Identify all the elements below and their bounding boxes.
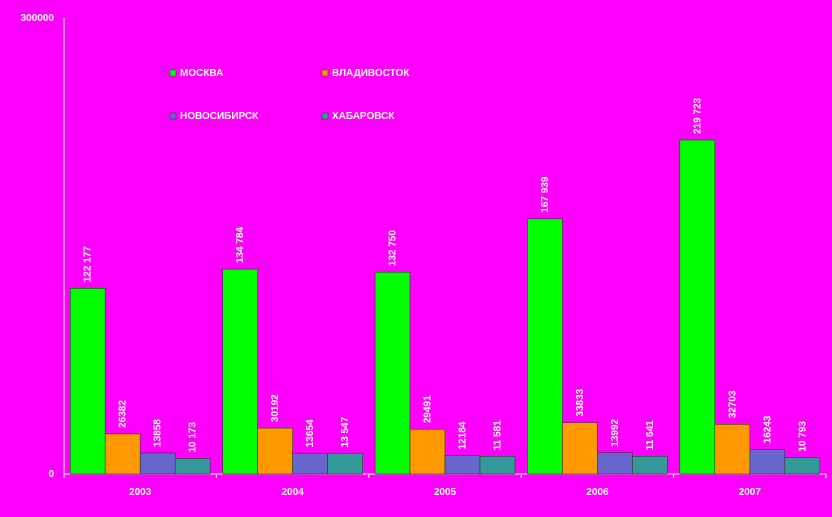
data-label-2006-series-3: 13992	[610, 418, 621, 446]
bar-2007-series-2	[714, 423, 751, 475]
legend-swatch-1	[169, 69, 177, 77]
y-tick-label-top: 300000	[21, 13, 55, 24]
data-label-2006-series-1: 167 939	[540, 176, 551, 213]
bar-2007-series-1	[679, 139, 716, 475]
bar-2003-series-3	[139, 452, 176, 475]
x-tick-label-2006: 2006	[586, 487, 609, 498]
data-label-2006-series-2: 33833	[575, 388, 586, 416]
data-label-2004-series-1: 134 784	[235, 227, 246, 264]
category-labels-group: 2003 2004 2005 2006 2007	[63, 474, 827, 498]
data-label-2007-series-4: 10 793	[797, 421, 808, 452]
legend-label-4: ХАБАРОВСК	[332, 111, 395, 122]
bar-2005-series-2	[409, 428, 446, 475]
data-label-2007-series-3: 16243	[762, 415, 773, 443]
data-label-2004-series-2: 30192	[270, 394, 281, 422]
x-tick-label-2007: 2007	[739, 487, 762, 498]
x-tick-label-2003: 2003	[129, 487, 152, 498]
data-labels-group: 122 177 26382 13858 10 173 134 784 30192 13654…	[83, 97, 809, 452]
legend-swatch-2	[321, 69, 329, 77]
data-label-2005-series-4: 11 581	[493, 420, 504, 450]
bar-2007-series-3	[749, 449, 786, 475]
bar-2006-series-2	[562, 422, 598, 475]
x-tick-label-2005: 2005	[434, 487, 457, 498]
bar-2004-series-2	[257, 427, 293, 475]
bar-2004-series-4	[327, 453, 363, 475]
data-label-2003-series-2: 26382	[118, 400, 129, 428]
legend: МОСКВА ВЛАДИВОСТОК НОВОСИБИРСК ХАБАРОВСК	[169, 68, 410, 122]
bar-2007-series-4	[784, 457, 821, 475]
legend-swatch-4	[321, 112, 329, 120]
bar-2003-series-2	[104, 433, 141, 475]
bars-group	[69, 139, 821, 475]
bar-2003-series-1	[69, 287, 106, 475]
data-label-2004-series-3: 13654	[305, 419, 316, 447]
data-label-2004-series-4: 13 547	[340, 416, 351, 447]
data-label-2003-series-1: 122 177	[83, 246, 94, 283]
y-tick-label-zero: 0	[48, 469, 54, 480]
bar-2006-series-4	[632, 456, 668, 475]
legend-label-2: ВЛАДИВОСТОК	[332, 68, 410, 79]
legend-swatch-3	[169, 112, 177, 120]
data-label-2007-series-1: 219 723	[692, 97, 703, 134]
bar-2006-series-3	[597, 452, 633, 475]
bar-2004-series-3	[292, 452, 328, 475]
data-label-2007-series-2: 32703	[727, 390, 738, 418]
legend-label-3: НОВОСИБИРСК	[180, 111, 259, 122]
bar-2003-series-4	[174, 458, 211, 475]
x-tick-label-2004: 2004	[281, 487, 304, 498]
bar-2005-series-4	[479, 456, 516, 475]
bar-2005-series-1	[374, 271, 411, 475]
bar-2006-series-1	[527, 218, 563, 475]
data-label-2003-series-3: 13858	[153, 419, 164, 447]
bar-2004-series-1	[222, 268, 258, 475]
data-label-2003-series-4: 10 173	[188, 422, 199, 453]
bar-2005-series-3	[444, 455, 481, 475]
data-label-2005-series-2: 29491	[423, 395, 434, 423]
data-label-2005-series-1: 132 750	[388, 230, 399, 267]
legend-label-1: МОСКВА	[180, 68, 223, 79]
data-label-2006-series-4: 11 641	[645, 420, 656, 450]
data-label-2005-series-3: 12184	[458, 421, 469, 449]
